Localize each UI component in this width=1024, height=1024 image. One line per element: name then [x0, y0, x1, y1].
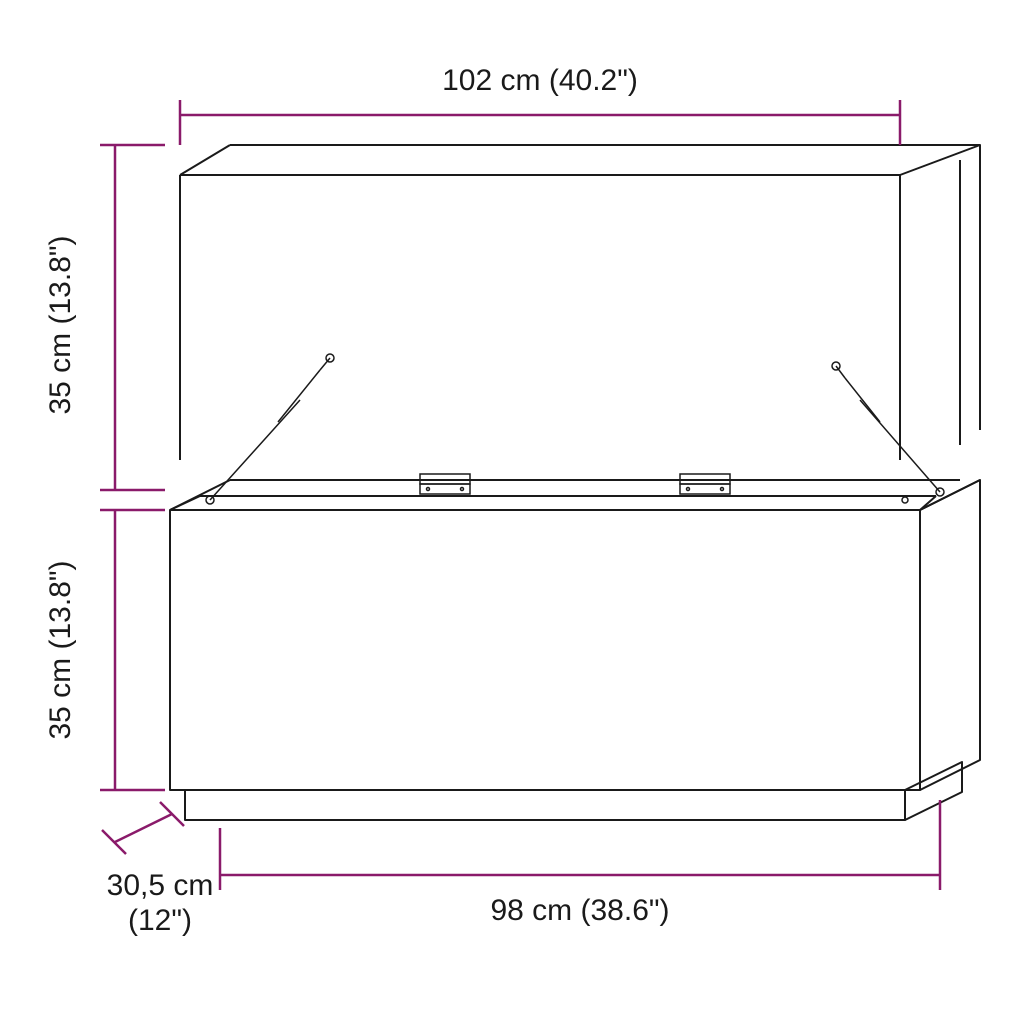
box-body: [170, 480, 980, 820]
lid-panel: [180, 145, 980, 460]
dim-lid-height: [100, 145, 165, 490]
dim-box-height: [100, 510, 165, 790]
dim-lid-height-label: 35 cm (13.8"): [44, 235, 77, 414]
dim-depth-label-1: 30,5 cm: [107, 869, 214, 902]
strut-right: [832, 362, 944, 496]
hinge-left: [420, 474, 470, 494]
hole-icon: [902, 497, 908, 503]
dim-depth-label-2: (12"): [128, 904, 192, 937]
dim-box-height-label: 35 cm (13.8"): [44, 560, 77, 739]
dim-top-width-label: 102 cm (40.2"): [442, 64, 638, 97]
dim-top-width: [180, 100, 900, 145]
dim-depth: [102, 802, 184, 854]
dim-bottom-width: [220, 800, 940, 890]
hinge-right: [680, 474, 730, 494]
dim-bottom-width-label: 98 cm (38.6"): [490, 894, 669, 927]
